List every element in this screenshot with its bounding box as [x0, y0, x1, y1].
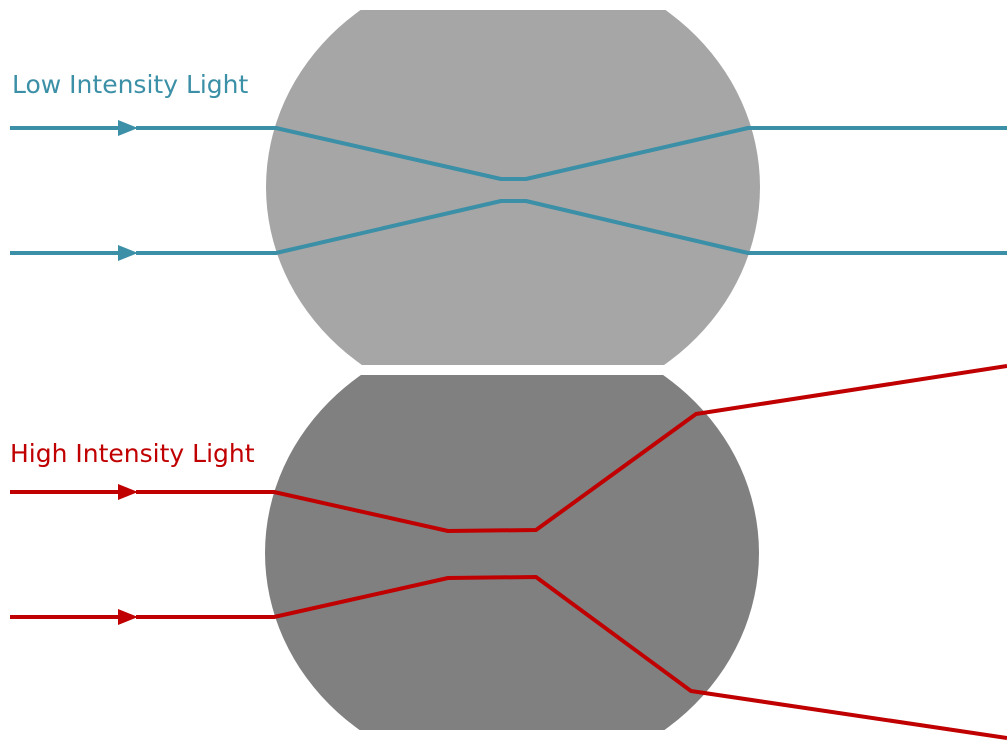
low-ray-lower-path	[136, 199, 1007, 255]
low-ray-lower	[10, 199, 1007, 261]
high-ray-lower-path	[136, 575, 1007, 740]
lens-bottom	[265, 375, 759, 730]
low-ray-upper-path	[136, 126, 1007, 181]
arrowhead-icon	[118, 120, 138, 136]
high-intensity-panel: High Intensity Light	[10, 364, 1007, 740]
low-ray-upper	[10, 120, 1007, 181]
arrowhead-icon	[118, 609, 138, 625]
high-intensity-label: High Intensity Light	[10, 439, 255, 468]
arrowhead-icon	[118, 484, 138, 500]
high-ray-lower	[10, 575, 1007, 740]
high-ray-upper-path	[136, 364, 1007, 533]
high-ray-upper	[10, 364, 1007, 533]
low-intensity-panel: Low Intensity Light	[10, 10, 1007, 365]
arrowhead-icon	[118, 245, 138, 261]
low-intensity-label: Low Intensity Light	[12, 70, 249, 99]
lens-top	[266, 10, 760, 365]
